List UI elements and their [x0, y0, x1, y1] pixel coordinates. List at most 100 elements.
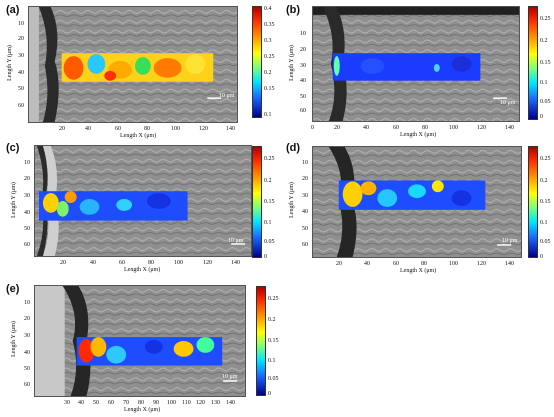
scale-bar-label: 10 μm [228, 238, 244, 244]
colorbar-tick: 0.1 [540, 220, 548, 226]
x-tick: 120 [203, 260, 212, 266]
x-axis-label: Length X (μm) [400, 268, 437, 274]
x-tick: 100 [167, 400, 176, 406]
y-axis-label: Length Y (μm) [288, 182, 295, 218]
colorbar-tick: 0.25 [540, 16, 551, 22]
x-axis-label: Length X (μm) [124, 407, 161, 413]
scale-bar-label: 10 μm [219, 93, 235, 99]
y-tick: 20 [18, 36, 24, 42]
panel-label: (a) [6, 4, 20, 16]
scale-bar-label: 10 μm [222, 374, 238, 380]
colorbar-tick: 0.2 [540, 38, 548, 44]
x-tick: 40 [90, 260, 96, 266]
panel-label: (e) [6, 283, 20, 295]
colorbar-tick: 0.15 [264, 199, 275, 205]
x-tick: 100 [449, 125, 458, 131]
x-tick: 40 [85, 126, 91, 132]
y-tick: 30 [18, 53, 24, 59]
x-tick: 140 [226, 400, 235, 406]
x-tick: 60 [393, 261, 399, 267]
x-tick: 80 [138, 400, 144, 406]
y-axis-label: Length Y (μm) [288, 45, 295, 81]
colorbar-tick: 0.15 [264, 86, 275, 92]
x-tick: 80 [421, 261, 427, 267]
x-tick: 120 [477, 125, 486, 131]
colorbar-tick: 0.15 [540, 60, 551, 66]
y-axis-label: Length Y (μm) [6, 45, 13, 81]
colorbar-tick: 0.25 [264, 54, 275, 60]
x-tick: 120 [477, 261, 486, 267]
x-tick: 30 [64, 400, 70, 406]
x-tick: 40 [364, 261, 370, 267]
y-tick: 60 [18, 103, 24, 109]
x-tick: 100 [171, 126, 180, 132]
x-tick: 80 [422, 125, 428, 131]
x-tick: 80 [144, 126, 150, 132]
y-tick: 40 [300, 78, 306, 84]
y-tick: 10 [18, 21, 24, 27]
y-tick: 60 [300, 108, 306, 114]
y-tick: 20 [24, 176, 30, 182]
y-tick: 20 [300, 47, 306, 53]
y-tick: 50 [300, 94, 306, 100]
y-tick: 40 [18, 70, 24, 76]
colorbar-tick: 0.1 [268, 358, 276, 364]
colorbar [528, 146, 538, 258]
micrograph-b [312, 6, 520, 122]
y-tick: 30 [302, 193, 308, 199]
x-tick: 110 [182, 400, 191, 406]
y-tick: 30 [24, 333, 30, 339]
x-tick: 100 [174, 260, 183, 266]
colorbar-tick: 0.25 [264, 156, 275, 162]
y-tick: 60 [24, 382, 30, 388]
x-tick: 60 [115, 126, 121, 132]
colorbar-tick: 0 [540, 114, 543, 120]
x-tick: 80 [148, 260, 154, 266]
x-tick: 0 [311, 125, 314, 131]
y-tick: 60 [302, 242, 308, 248]
y-tick: 50 [24, 226, 30, 232]
x-tick: 70 [123, 400, 129, 406]
micrograph-a [28, 6, 238, 123]
x-tick: 140 [505, 125, 514, 131]
colorbar-tick: 0.05 [540, 239, 551, 245]
colorbar-tick: 0 [540, 254, 543, 260]
y-axis-label: Length Y (μm) [10, 321, 17, 357]
x-tick: 50 [93, 400, 99, 406]
colorbar-tick: 0.25 [540, 156, 551, 162]
colorbar-tick: 0.35 [264, 22, 275, 28]
x-tick: 120 [196, 400, 205, 406]
panel-label: (b) [286, 4, 301, 16]
y-tick: 40 [302, 209, 308, 215]
colorbar-tick: 0.1 [264, 112, 272, 118]
colorbar-tick: 0.2 [540, 178, 548, 184]
panel-label: (c) [6, 142, 20, 154]
y-tick: 40 [24, 210, 30, 216]
x-tick: 120 [199, 126, 208, 132]
x-tick: 90 [153, 400, 159, 406]
panel-label: (d) [286, 142, 301, 154]
colorbar-tick: 0.05 [540, 99, 551, 105]
colorbar [528, 6, 538, 120]
y-tick: 30 [24, 193, 30, 199]
colorbar-tick: 0.05 [264, 239, 275, 245]
colorbar [252, 6, 262, 118]
micrograph-c [34, 145, 252, 257]
x-axis-label: Length X (μm) [120, 133, 157, 139]
colorbar-tick: 0 [264, 254, 267, 260]
x-tick: 130 [211, 400, 220, 406]
colorbar-tick: 0.15 [268, 338, 279, 344]
y-tick: 10 [300, 31, 306, 37]
y-tick: 10 [302, 160, 308, 166]
y-tick: 10 [24, 160, 30, 166]
colorbar-tick: 0.2 [264, 178, 272, 184]
colorbar-tick: 0.05 [268, 376, 279, 382]
x-tick: 20 [336, 261, 342, 267]
x-axis-label: Length X (μm) [400, 132, 437, 138]
colorbar-tick: 0.1 [264, 220, 272, 226]
y-tick: 30 [300, 63, 306, 69]
y-tick: 40 [24, 350, 30, 356]
x-tick: 100 [449, 261, 458, 267]
x-tick: 140 [231, 260, 240, 266]
colorbar-tick: 0.3 [264, 38, 272, 44]
